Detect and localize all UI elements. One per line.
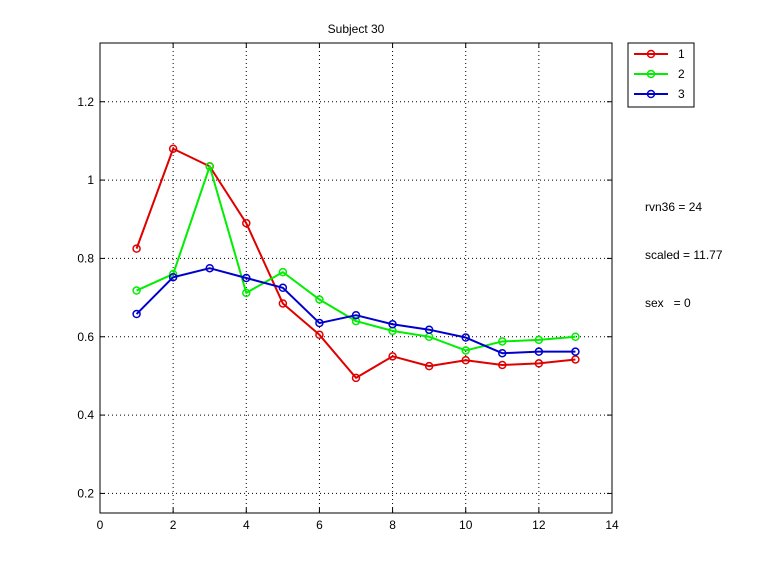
legend-label: 3 bbox=[678, 87, 685, 101]
series-2 bbox=[132, 162, 580, 355]
annotation-sex: sex = 0 bbox=[645, 296, 691, 310]
data-point bbox=[242, 288, 251, 298]
data-point bbox=[534, 335, 544, 345]
x-tick-label: 0 bbox=[97, 518, 104, 532]
grid bbox=[100, 43, 612, 513]
data-point bbox=[278, 267, 288, 277]
legend-swatch-marker bbox=[646, 69, 656, 79]
legend: 1 2 3 bbox=[627, 42, 695, 108]
data-point bbox=[498, 348, 507, 358]
data-point bbox=[534, 359, 544, 368]
data-point bbox=[571, 355, 580, 364]
x-tick-label: 8 bbox=[389, 518, 396, 532]
y-tick-label: 1 bbox=[87, 173, 94, 187]
data-point bbox=[132, 244, 141, 253]
data-point bbox=[388, 352, 397, 361]
y-tick-label: 0.8 bbox=[77, 251, 94, 265]
x-tick-label: 2 bbox=[170, 518, 177, 532]
legend-swatch-marker bbox=[646, 49, 656, 59]
data-point bbox=[351, 310, 361, 320]
chart-title: Subject 30 bbox=[328, 22, 385, 36]
data-point bbox=[315, 318, 324, 328]
plot-frame bbox=[99, 42, 613, 514]
data-point bbox=[168, 144, 178, 153]
legend-entry-1: 1 bbox=[634, 47, 685, 61]
data-point bbox=[498, 360, 507, 370]
data-point bbox=[461, 356, 470, 365]
annotation-rvn36: rvn36 = 24 bbox=[645, 200, 703, 214]
data-point bbox=[242, 273, 251, 283]
data-point bbox=[278, 299, 288, 308]
series-line-3 bbox=[135, 267, 576, 355]
y-tick-label: 0.2 bbox=[77, 486, 94, 500]
legend-label: 2 bbox=[678, 67, 685, 81]
data-point bbox=[461, 346, 470, 355]
data-point bbox=[351, 316, 361, 326]
x-tick-label: 14 bbox=[605, 518, 619, 532]
data-point bbox=[461, 333, 470, 342]
data-point bbox=[278, 283, 288, 293]
y-tick-label: 0.6 bbox=[77, 330, 94, 344]
data-point bbox=[534, 347, 544, 356]
data-point bbox=[571, 332, 580, 341]
data-point bbox=[424, 361, 434, 371]
data-point bbox=[242, 218, 251, 228]
series-3 bbox=[132, 263, 580, 358]
x-tick-label: 10 bbox=[459, 518, 473, 532]
data-point bbox=[315, 330, 324, 340]
series-line-2 bbox=[136, 165, 576, 352]
x-tick-label: 12 bbox=[532, 518, 546, 532]
axis-ticks: 0 2 4 6 8 10 12 14 0.2 0.4 0.6 0.8 1 1.2 bbox=[77, 43, 619, 532]
data-point bbox=[168, 272, 178, 282]
data-point bbox=[132, 286, 141, 295]
y-tick-label: 1.2 bbox=[77, 95, 94, 109]
x-tick-label: 6 bbox=[316, 518, 323, 532]
data-point bbox=[424, 325, 434, 334]
x-tick-label: 4 bbox=[243, 518, 250, 532]
legend-entry-2: 2 bbox=[634, 67, 685, 81]
legend-entry-3: 3 bbox=[634, 87, 685, 101]
legend-swatch-marker bbox=[646, 89, 656, 99]
annotation-scaled: scaled = 11.77 bbox=[645, 248, 723, 262]
data-point bbox=[388, 319, 397, 329]
data-point bbox=[205, 263, 214, 273]
data-point bbox=[571, 347, 580, 356]
data-point bbox=[205, 162, 214, 171]
legend-label: 1 bbox=[678, 47, 685, 61]
plot-area bbox=[100, 43, 612, 513]
series-layer bbox=[132, 144, 580, 383]
data-point bbox=[498, 337, 507, 346]
data-point bbox=[315, 295, 324, 304]
annotation-block: rvn36 = 24 scaled = 11.77 sex = 0 bbox=[645, 167, 723, 327]
data-point bbox=[132, 309, 141, 319]
data-point bbox=[351, 373, 361, 383]
y-tick-label: 0.4 bbox=[77, 408, 94, 422]
